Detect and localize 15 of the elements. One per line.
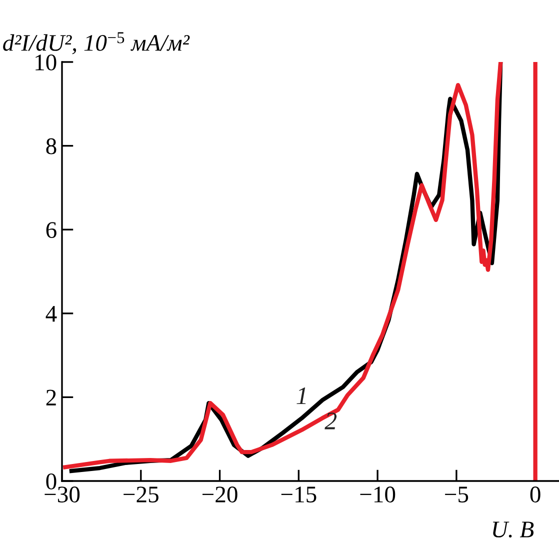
x-tick-label: −5 xyxy=(445,486,468,502)
y-tick-label: 6 xyxy=(46,222,56,238)
x-tick-label: −25 xyxy=(124,486,158,502)
x-tick-label: −15 xyxy=(281,486,316,502)
y-tick-label: 4 xyxy=(46,306,57,322)
y-tick-label: 8 xyxy=(46,138,56,154)
y-tick-label: 10 xyxy=(36,54,56,70)
y-tick-label: 2 xyxy=(46,390,56,406)
x-tick-label: −10 xyxy=(360,486,396,502)
x-axis-title: U. В xyxy=(493,522,534,538)
x-tick-label: 0 xyxy=(530,486,540,502)
y-axis-title: d²I/dU², 10$^{−5}$ мА/м² xyxy=(3,32,190,54)
series-label: 2 xyxy=(324,412,337,430)
x-tick-label: −20 xyxy=(202,486,238,502)
series-label: 1 xyxy=(296,388,306,404)
